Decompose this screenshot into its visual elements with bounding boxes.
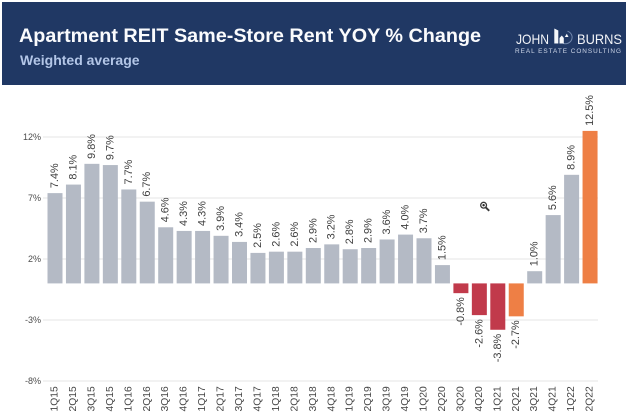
svg-text:2.6%: 2.6% xyxy=(289,222,301,247)
svg-text:1Q17: 1Q17 xyxy=(197,386,208,411)
svg-text:2Q20: 2Q20 xyxy=(437,386,448,411)
svg-text:2.9%: 2.9% xyxy=(307,218,319,243)
svg-text:8.9%: 8.9% xyxy=(566,145,578,170)
svg-text:3Q20: 3Q20 xyxy=(455,386,466,411)
svg-text:1Q15: 1Q15 xyxy=(50,386,61,411)
svg-text:3Q15: 3Q15 xyxy=(86,386,97,411)
svg-text:BURNS: BURNS xyxy=(577,31,622,47)
svg-text:2.9%: 2.9% xyxy=(363,218,375,243)
svg-text:3Q19: 3Q19 xyxy=(382,386,393,411)
svg-text:1Q19: 1Q19 xyxy=(345,386,356,411)
svg-text:1Q22: 1Q22 xyxy=(566,386,577,411)
svg-text:2.5%: 2.5% xyxy=(252,223,264,248)
svg-text:2.8%: 2.8% xyxy=(344,219,356,244)
svg-text:3.2%: 3.2% xyxy=(326,214,338,239)
svg-text:3Q21: 3Q21 xyxy=(529,386,540,411)
svg-text:3.4%: 3.4% xyxy=(234,212,246,237)
svg-text:4Q21: 4Q21 xyxy=(548,386,559,411)
svg-text:4Q19: 4Q19 xyxy=(400,386,411,411)
svg-text:5.6%: 5.6% xyxy=(547,185,559,210)
svg-text:1.5%: 1.5% xyxy=(436,235,448,260)
svg-text:2Q16: 2Q16 xyxy=(142,386,153,411)
svg-text:3Q16: 3Q16 xyxy=(160,386,171,411)
svg-text:4.6%: 4.6% xyxy=(160,197,172,222)
svg-text:1.0%: 1.0% xyxy=(529,241,541,266)
svg-text:8.1%: 8.1% xyxy=(67,154,79,179)
svg-text:4Q20: 4Q20 xyxy=(474,386,485,411)
svg-text:2Q22: 2Q22 xyxy=(585,386,596,411)
svg-text:1Q20: 1Q20 xyxy=(419,386,430,411)
svg-text:JOHN: JOHN xyxy=(516,31,549,47)
svg-text:4Q17: 4Q17 xyxy=(252,386,263,411)
svg-text:4Q16: 4Q16 xyxy=(179,386,190,411)
svg-text:2.6%: 2.6% xyxy=(270,222,282,247)
svg-text:7.4%: 7.4% xyxy=(49,163,61,188)
svg-text:2Q18: 2Q18 xyxy=(289,386,300,411)
svg-text:4.3%: 4.3% xyxy=(178,201,190,226)
svg-text:4Q18: 4Q18 xyxy=(326,386,337,411)
svg-text:-2.7%: -2.7% xyxy=(510,320,522,349)
svg-text:3Q18: 3Q18 xyxy=(308,386,319,411)
svg-text:3.7%: 3.7% xyxy=(418,208,430,233)
svg-text:3.9%: 3.9% xyxy=(215,206,227,231)
svg-text:9.8%: 9.8% xyxy=(86,134,98,159)
svg-text:-8%: -8% xyxy=(25,376,41,386)
svg-text:2Q19: 2Q19 xyxy=(363,386,374,411)
svg-text:7.7%: 7.7% xyxy=(123,159,135,184)
svg-text:2%: 2% xyxy=(28,254,41,264)
svg-text:9.7%: 9.7% xyxy=(104,135,116,160)
svg-text:7%: 7% xyxy=(28,193,41,203)
svg-text:12%: 12% xyxy=(23,132,41,142)
svg-text:4.0%: 4.0% xyxy=(400,204,412,229)
svg-text:2Q17: 2Q17 xyxy=(216,386,227,411)
svg-text:-0.8%: -0.8% xyxy=(455,297,467,326)
svg-text:3Q17: 3Q17 xyxy=(234,386,245,411)
svg-text:1Q18: 1Q18 xyxy=(271,386,282,411)
svg-text:1Q16: 1Q16 xyxy=(123,386,134,411)
svg-text:4.3%: 4.3% xyxy=(197,201,209,226)
svg-text:-3.8%: -3.8% xyxy=(492,333,504,362)
svg-text:12.5%: 12.5% xyxy=(584,95,596,126)
svg-text:-2.6%: -2.6% xyxy=(473,319,485,348)
svg-text:3.6%: 3.6% xyxy=(381,209,393,234)
svg-text:-3%: -3% xyxy=(25,315,41,325)
svg-text:REAL ESTATE CONSULTING: REAL ESTATE CONSULTING xyxy=(515,48,622,55)
svg-text:6.7%: 6.7% xyxy=(141,172,153,197)
svg-text:4Q15: 4Q15 xyxy=(105,386,116,411)
svg-text:2Q15: 2Q15 xyxy=(68,386,79,411)
svg-text:1Q21: 1Q21 xyxy=(492,386,503,411)
svg-text:2Q21: 2Q21 xyxy=(511,386,522,411)
